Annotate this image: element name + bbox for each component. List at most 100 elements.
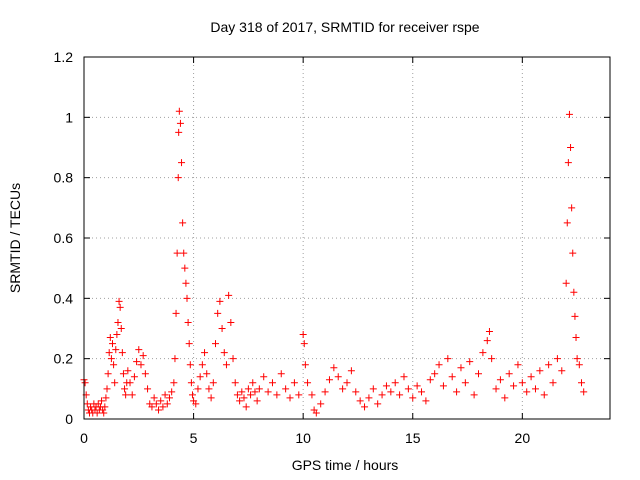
data-point [304, 379, 312, 387]
data-point [378, 391, 386, 399]
data-point [343, 379, 351, 387]
data-point [139, 352, 147, 360]
data-point [236, 397, 244, 405]
data-point [170, 379, 178, 387]
data-point [240, 394, 248, 402]
data-point [194, 385, 202, 393]
data-point [321, 388, 329, 396]
data-point [448, 373, 456, 381]
data-point [568, 204, 576, 212]
x-tick-label: 15 [405, 430, 421, 446]
data-point [100, 409, 108, 417]
x-tick-label: 0 [80, 430, 88, 446]
data-point [168, 388, 176, 396]
data-point [161, 391, 169, 399]
data-point [83, 400, 91, 408]
data-point [105, 349, 113, 357]
data-point [365, 394, 373, 402]
data-point [563, 219, 571, 227]
data-point [553, 355, 561, 363]
data-point [201, 349, 209, 357]
data-point [102, 394, 110, 402]
data-point [545, 361, 553, 369]
data-point [453, 388, 461, 396]
data-point [325, 376, 333, 384]
data-point [229, 355, 237, 363]
data-point [488, 355, 496, 363]
data-point [483, 337, 491, 345]
data-point [214, 309, 222, 317]
data-point [400, 373, 408, 381]
data-point [255, 385, 263, 393]
data-point [518, 379, 526, 387]
data-point [137, 361, 145, 369]
y-tick-label: 1.2 [54, 49, 74, 65]
y-tick-label: 0.8 [54, 170, 74, 186]
data-point [222, 361, 230, 369]
data-point [107, 355, 115, 363]
data-point [339, 385, 347, 393]
data-point [356, 397, 364, 405]
data-point [572, 334, 580, 342]
data-point [282, 385, 290, 393]
data-point [144, 385, 152, 393]
data-point [113, 331, 121, 339]
data-point [216, 297, 224, 305]
data-point [205, 385, 213, 393]
data-point [174, 174, 182, 182]
y-tick-label: 0.4 [54, 290, 74, 306]
data-point [124, 367, 132, 375]
data-point [409, 394, 417, 402]
data-point [130, 373, 138, 381]
data-point [565, 110, 573, 118]
data-point [492, 385, 500, 393]
data-point [244, 385, 252, 393]
data-point [152, 400, 160, 408]
data-point [176, 119, 184, 127]
chart-title: Day 318 of 2017, SRMTID for receiver rsp… [210, 19, 479, 35]
data-point [198, 361, 206, 369]
data-point [308, 391, 316, 399]
data-point [101, 403, 109, 411]
data-point [418, 388, 426, 396]
data-points [80, 107, 588, 417]
data-point [334, 373, 342, 381]
data-point [580, 388, 588, 396]
data-point [203, 370, 211, 378]
data-point [382, 382, 390, 390]
data-point [571, 312, 579, 320]
data-point [126, 379, 134, 387]
data-point [163, 400, 171, 408]
data-point [439, 382, 447, 390]
data-point [286, 394, 294, 402]
data-point [122, 391, 130, 399]
data-point [159, 403, 167, 411]
data-point [98, 397, 106, 405]
data-point [175, 107, 183, 115]
data-point [573, 355, 581, 363]
data-point [141, 370, 149, 378]
data-point [118, 349, 126, 357]
data-point [242, 403, 250, 411]
data-point [485, 328, 493, 336]
data-point [238, 388, 246, 396]
data-point [227, 318, 235, 326]
data-point [148, 403, 156, 411]
data-point [218, 325, 226, 332]
data-point [117, 325, 125, 332]
data-point [220, 349, 228, 357]
data-point [128, 391, 136, 399]
data-point [209, 379, 217, 387]
data-point [183, 294, 191, 302]
grid [84, 57, 610, 419]
data-point [225, 291, 233, 299]
data-point [251, 388, 259, 396]
data-point [175, 128, 183, 136]
data-point [431, 370, 439, 378]
data-point [116, 303, 124, 311]
y-tick-label: 1 [65, 109, 73, 125]
data-point [564, 159, 572, 167]
data-point [207, 394, 215, 402]
data-point [312, 409, 320, 417]
data-point [396, 391, 404, 399]
